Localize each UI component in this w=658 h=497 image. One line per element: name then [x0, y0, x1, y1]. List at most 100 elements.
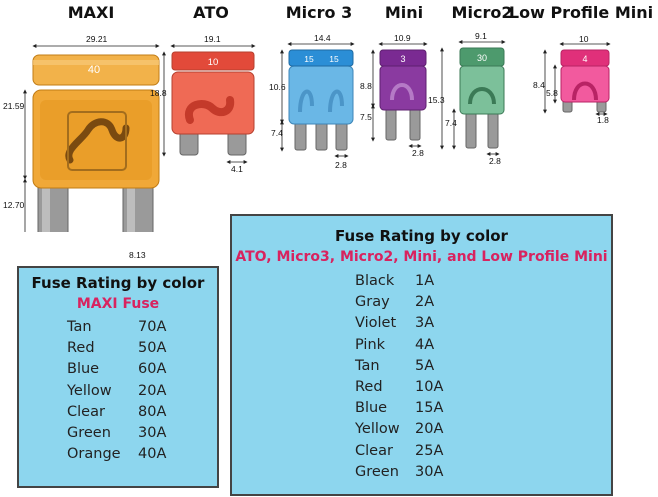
dim-micro2-blade-width: 2.8 — [489, 156, 501, 166]
maxi-panel-title: Fuse Rating by color — [31, 274, 205, 292]
micro2-title: Micro2 — [451, 3, 513, 22]
micro3-rating-label-a: 15 — [304, 54, 314, 64]
ato-title: ATO — [193, 3, 229, 22]
mini-title: Mini — [384, 3, 424, 22]
dim-micro3-blade-width: 2.8 — [335, 160, 347, 170]
small-row: Clear 25A — [355, 441, 611, 462]
maxi-rating-list: Tan 70A Red 50A Blue 60A Yellow 20A Clear 80A Gree… — [19, 317, 217, 465]
maxi-amp-rating: 80A — [138, 403, 167, 420]
small-fuse-rating-panel: Fuse Rating by color ATO, Micro3, Micro2… — [230, 214, 613, 496]
maxi-amp-rating: 30A — [138, 424, 167, 441]
maxi-panel-subtitle: MAXI Fuse — [76, 296, 160, 312]
dim-maxi-blade-length: 12.70 — [3, 200, 25, 210]
maxi-rating-label: 40 — [88, 64, 100, 76]
maxi-color-name: Clear — [67, 403, 105, 420]
dim-ato-width: 19.1 — [204, 34, 221, 44]
small-amp-rating: 3A — [415, 315, 435, 332]
micro2-rating-label: 30 — [477, 53, 487, 63]
small-color-name: Violet — [355, 315, 397, 332]
small-amp-rating: 20A — [415, 421, 444, 438]
maxi-row: Red 50A — [67, 338, 217, 359]
small-color-name: Pink — [355, 336, 386, 353]
maxi-amp-rating: 40A — [138, 446, 167, 463]
small-color-name: Blue — [355, 400, 388, 417]
small-color-name: Clear — [355, 442, 393, 459]
mini-fuse — [379, 49, 427, 141]
maxi-color-name: Orange — [67, 446, 121, 463]
small-amp-rating: 10A — [415, 378, 444, 395]
small-amp-rating: 5A — [415, 357, 435, 374]
low-profile-mini-title: Low Profile Mini — [508, 3, 654, 22]
maxi-rating-panel: Fuse Rating by color MAXI Fuse Tan 70A Red… — [17, 266, 219, 488]
dimension-lines — [23, 40, 611, 232]
dim-maxi-width: 29.21 — [86, 34, 108, 44]
dim-maxi-height: 21.59 — [3, 101, 25, 111]
low-profile-mini-rating-label: 4 — [582, 54, 587, 64]
low-profile-mini-fuse — [560, 49, 610, 113]
maxi-amp-rating: 60A — [138, 361, 167, 378]
micro2-fuse — [459, 47, 505, 149]
ato-rating-label: 10 — [208, 57, 219, 68]
fuse-diagram: MAXI ATO Micro 3 Mini Micro2 Low Profile… — [0, 0, 658, 260]
dim-mini-blade-width: 2.8 — [412, 148, 424, 158]
mini-rating-label: 3 — [400, 54, 405, 64]
small-panel-title: Fuse Rating by color — [335, 227, 508, 245]
small-row: Pink 4A — [355, 335, 611, 356]
dim-lpm-body-height: 5.8 — [546, 88, 558, 98]
maxi-row: Yellow 20A — [67, 381, 217, 402]
small-amp-rating: 30A — [415, 463, 444, 480]
maxi-color-name: Blue — [67, 361, 100, 378]
fuse-drawings: 40 10 15 15 3 — [23, 40, 611, 232]
small-row: Blue 15A — [355, 398, 611, 419]
dim-mini-height: 8.8 — [360, 81, 372, 91]
micro3-title: Micro 3 — [285, 3, 353, 22]
maxi-title: MAXI — [67, 3, 115, 22]
small-rating-list: Black 1A Gray 2A Violet 3A Pink 4A Tan 5A Red 10A Bl… — [232, 271, 611, 483]
dim-micro2-blade-length: 7.4 — [445, 118, 457, 128]
dim-maxi-blade-width: 8.13 — [129, 250, 146, 260]
maxi-color-name: Yellow — [67, 382, 112, 399]
dim-lpm-width: 10 — [579, 34, 589, 44]
small-color-name: Green — [355, 463, 399, 480]
maxi-row: Green 30A — [67, 423, 217, 444]
small-color-name: Yellow — [355, 421, 400, 438]
dim-ato-blade-width: 4.1 — [231, 164, 243, 174]
maxi-amp-rating: 50A — [138, 340, 167, 357]
dim-mini-width: 10.9 — [394, 33, 411, 43]
dim-mini-blade-length: 7.5 — [360, 112, 372, 122]
dim-micro2-height: 15.3 — [428, 95, 445, 105]
micro3-rating-label-b: 15 — [329, 54, 339, 64]
dim-micro2-width: 9.1 — [475, 31, 487, 41]
maxi-amp-rating: 20A — [138, 382, 167, 399]
dim-lpm-blade-width: 1.8 — [597, 115, 609, 125]
maxi-row: Clear 80A — [67, 402, 217, 423]
micro3-fuse — [288, 49, 354, 151]
small-amp-rating: 2A — [415, 294, 435, 311]
small-color-name: Black — [355, 273, 395, 289]
small-row: Gray 2A — [355, 292, 611, 313]
maxi-row: Blue 60A — [67, 359, 217, 380]
small-row: Red 10A — [355, 377, 611, 398]
small-row: Yellow 20A — [355, 419, 611, 440]
maxi-color-name: Green — [67, 424, 111, 441]
small-amp-rating: 1A — [415, 273, 435, 289]
maxi-color-name: Tan — [67, 319, 92, 335]
maxi-row: Orange 40A — [67, 444, 217, 465]
small-amp-rating: 4A — [415, 336, 435, 353]
dim-micro3-height: 10.6 — [269, 82, 286, 92]
small-amp-rating: 25A — [415, 442, 444, 459]
dim-ato-height: 18.8 — [150, 88, 167, 98]
ato-fuse — [171, 51, 255, 156]
dim-micro3-width: 14.4 — [314, 33, 331, 43]
maxi-color-name: Red — [67, 340, 95, 357]
small-amp-rating: 15A — [415, 400, 444, 417]
maxi-amp-rating: 70A — [138, 319, 167, 335]
maxi-fuse — [32, 54, 160, 232]
small-row: Violet 3A — [355, 313, 611, 334]
small-panel-subtitle: ATO, Micro3, Micro2, Mini, and Low Profi… — [235, 249, 608, 265]
small-color-name: Gray — [355, 294, 390, 311]
dim-lpm-height: 8.4 — [533, 80, 545, 90]
small-row: Green 30A — [355, 462, 611, 483]
small-row: Tan 5A — [355, 356, 611, 377]
small-color-name: Red — [355, 378, 383, 395]
